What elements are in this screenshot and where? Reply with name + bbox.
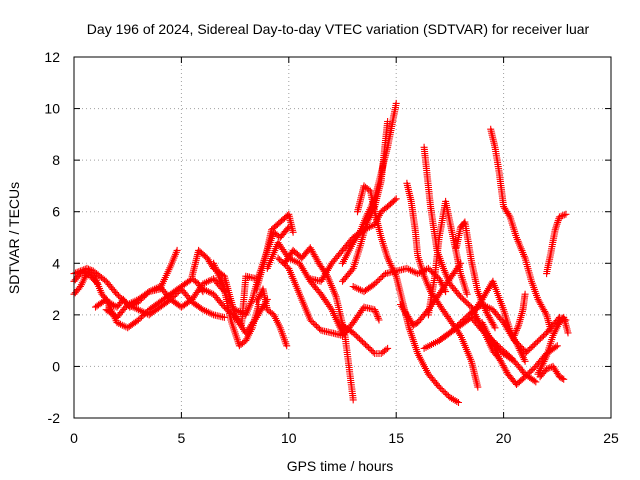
- series-track-05: [102, 285, 228, 321]
- series-track-32: [510, 290, 529, 339]
- plot-frame: [73, 56, 612, 419]
- series-track-29: [467, 277, 529, 365]
- series-track-23: [397, 259, 465, 329]
- series-track-10: [253, 210, 297, 293]
- y-tick-label: 12: [44, 49, 60, 65]
- x-axis-label: GPS time / hours: [287, 458, 394, 474]
- series-track-11: [253, 285, 291, 350]
- y-tick-label: -2: [48, 410, 61, 426]
- series-track-14: [281, 244, 357, 404]
- series-track-35: [534, 313, 572, 378]
- data-point-markers: [543, 210, 570, 278]
- y-tick-label: 0: [52, 358, 60, 374]
- x-tick-label: 10: [281, 430, 297, 446]
- y-tick-label: 2: [52, 307, 60, 323]
- series-track-08: [210, 259, 263, 350]
- tick-labels: 0 5 10 15 20 25 -2 0 2 4 6 8 10 12: [44, 49, 619, 446]
- x-tick-label: 20: [496, 430, 512, 446]
- series-track-20: [349, 264, 450, 296]
- data-series: [70, 99, 572, 406]
- grid-lines: [74, 57, 611, 418]
- data-point-markers: [253, 210, 297, 293]
- series-track-36: [536, 362, 568, 383]
- series-track-22: [420, 143, 503, 363]
- data-point-markers: [281, 244, 357, 404]
- axis-ticks: [73, 56, 612, 419]
- chart-title: Day 196 of 2024, Sidereal Day-to-day VTE…: [87, 21, 590, 37]
- y-tick-label: 6: [52, 204, 60, 220]
- data-point-markers: [467, 277, 529, 365]
- data-point-markers: [349, 264, 450, 296]
- data-point-markers: [210, 259, 263, 350]
- y-tick-label: 8: [52, 152, 60, 168]
- x-tick-label: 0: [70, 430, 78, 446]
- x-tick-label: 5: [178, 430, 186, 446]
- data-point-markers: [102, 285, 228, 321]
- data-point-markers: [536, 362, 568, 383]
- x-tick-label: 25: [603, 430, 619, 446]
- data-point-markers: [253, 285, 291, 350]
- data-point-markers: [420, 143, 503, 363]
- series-track-34: [543, 210, 570, 278]
- data-point-markers: [534, 313, 572, 378]
- data-point-markers: [510, 290, 529, 339]
- y-tick-label: 10: [44, 101, 60, 117]
- data-point-markers: [487, 125, 555, 334]
- data-point-markers: [397, 259, 465, 329]
- y-tick-label: 4: [52, 255, 60, 271]
- series-track-28: [487, 125, 555, 334]
- data-point-markers: [339, 321, 392, 357]
- x-tick-label: 15: [388, 430, 404, 446]
- series-track-18: [339, 321, 392, 357]
- y-axis-label: SDTVAR / TECUs: [6, 182, 22, 294]
